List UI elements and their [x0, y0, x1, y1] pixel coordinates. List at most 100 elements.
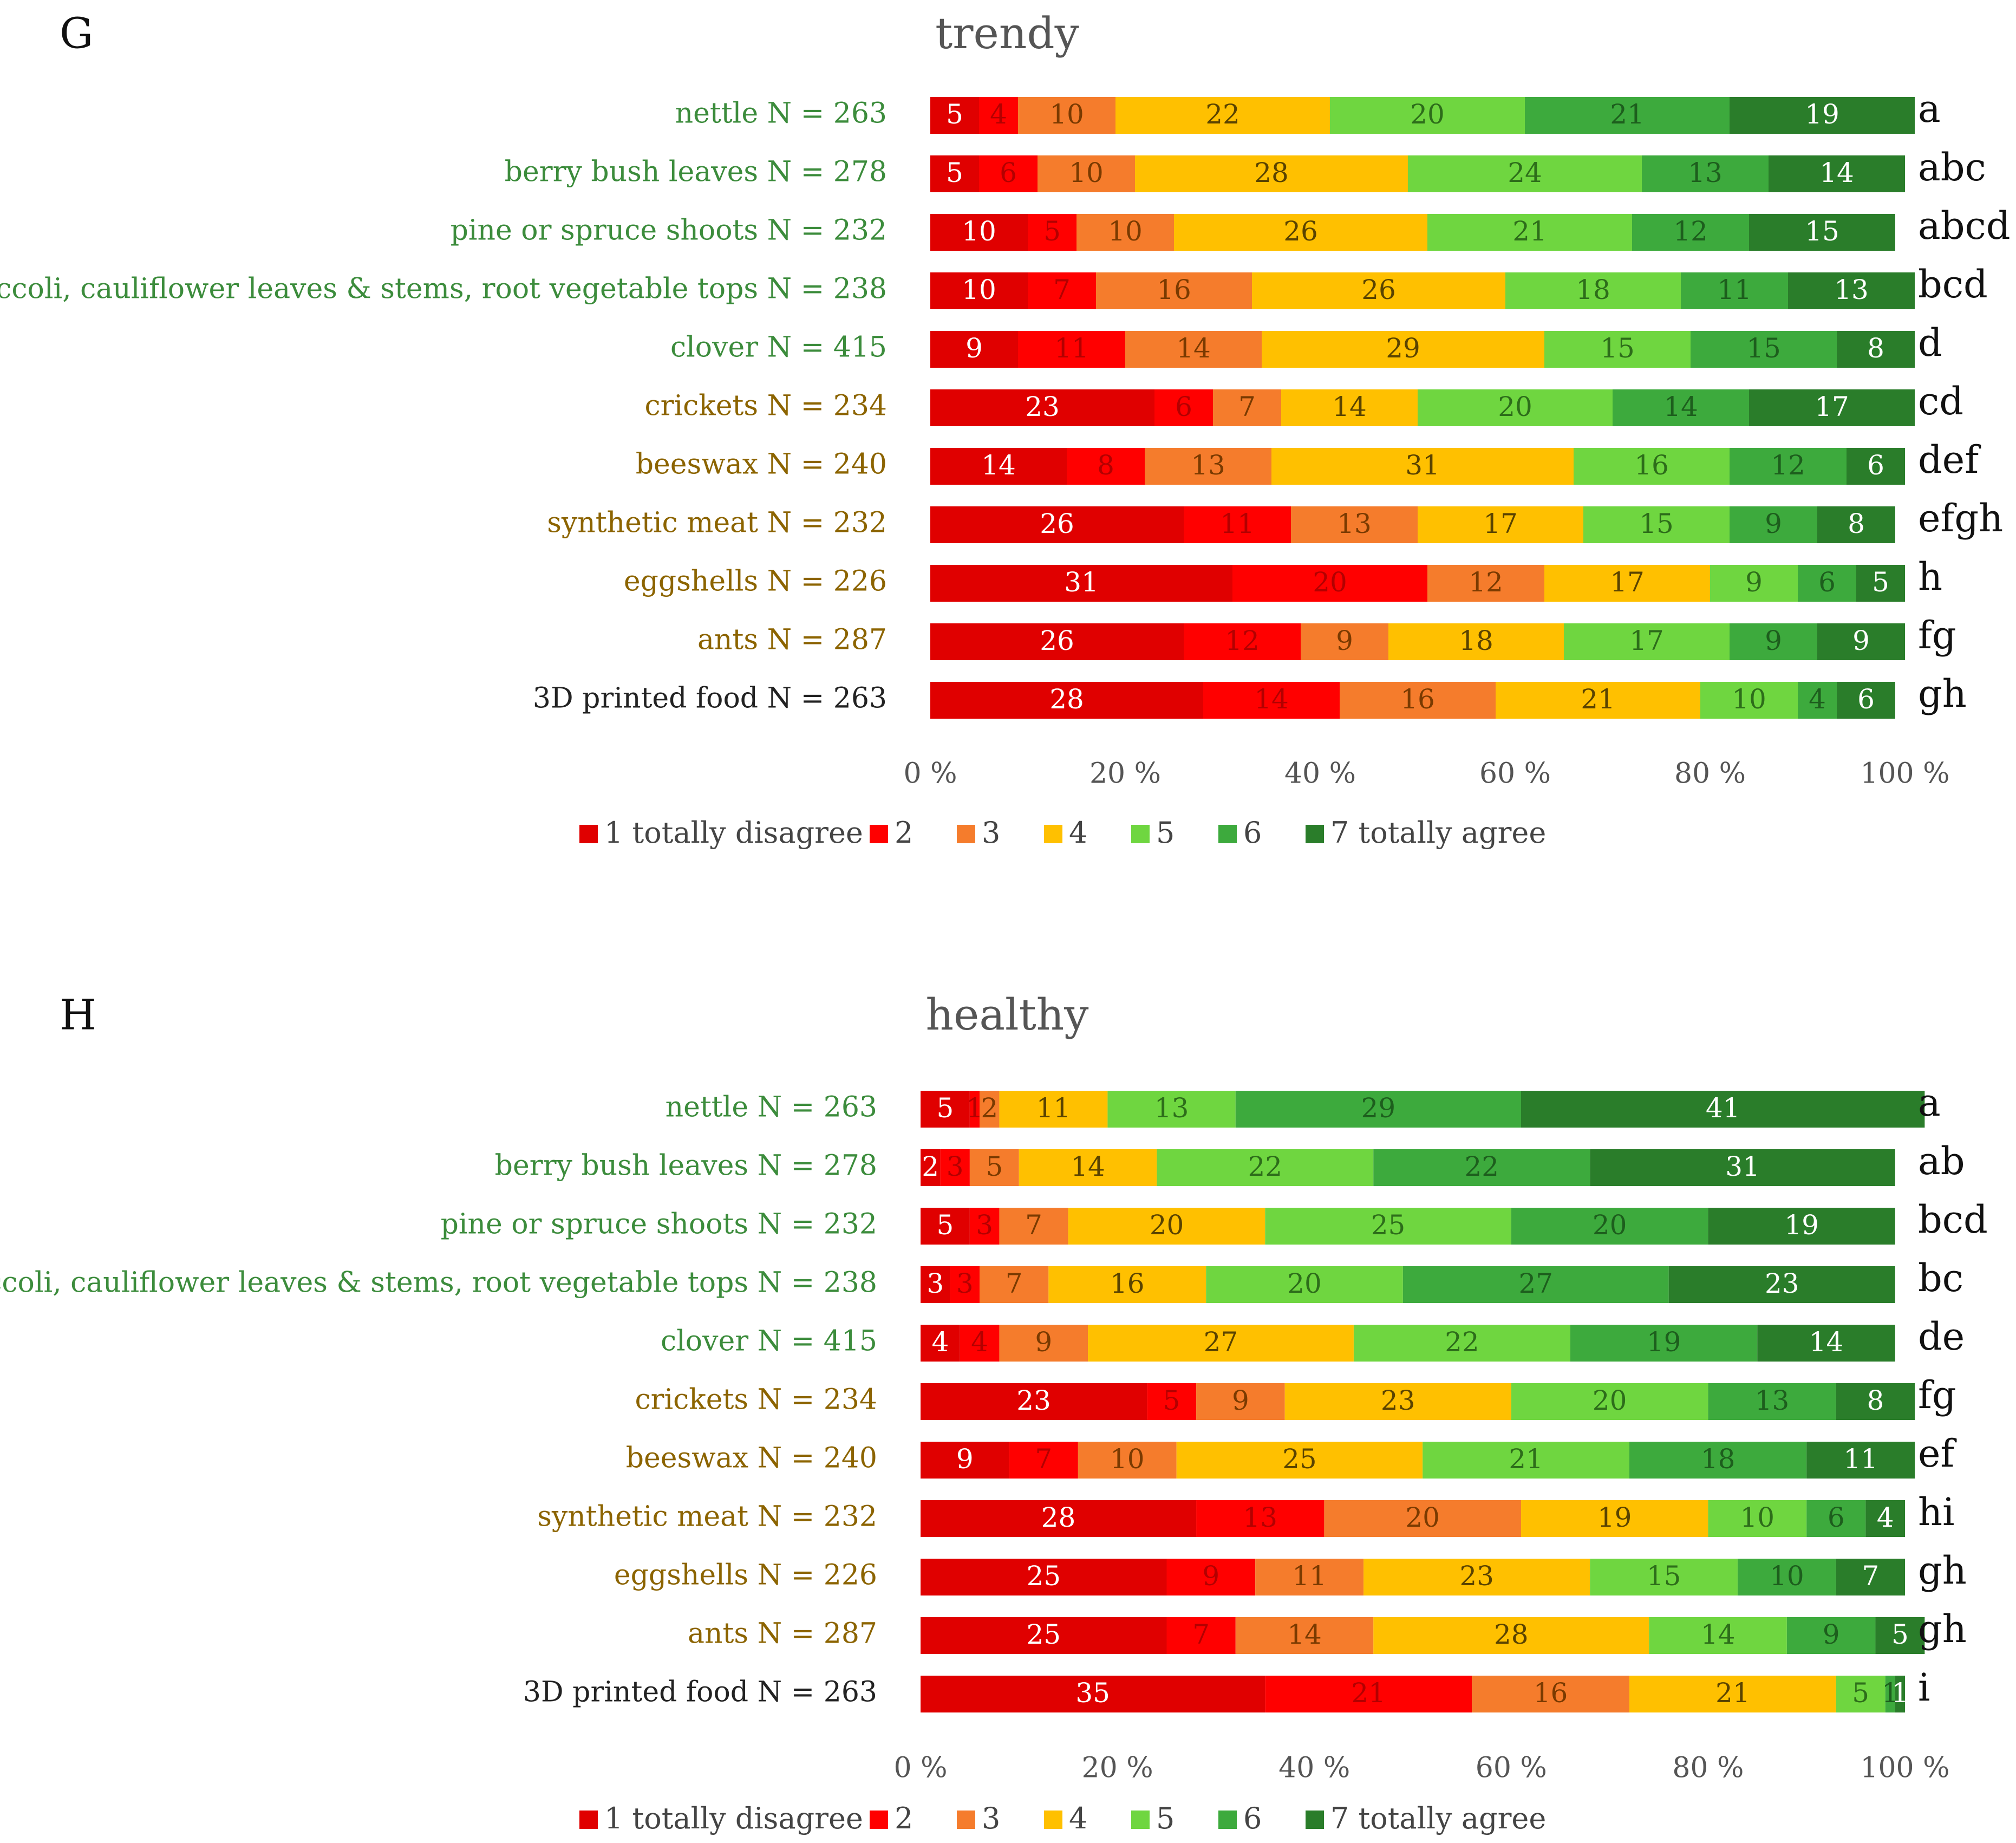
bar-segment	[1798, 565, 1856, 602]
bar-segment	[921, 1617, 1167, 1654]
significance-letters: bc	[1918, 1256, 1963, 1300]
bar-row: 3D printed food N = 263 35 21 16 21 5 11 i	[523, 1665, 1930, 1712]
legend-swatch	[1218, 825, 1237, 843]
bar-segment	[960, 1325, 1000, 1362]
segment-value: 4	[931, 1326, 949, 1358]
segment-value: 41	[1706, 1092, 1740, 1124]
bar-segment	[969, 1149, 1019, 1186]
bar-segment	[1373, 1617, 1649, 1654]
bar-segment	[1837, 331, 1915, 368]
bar-segment	[1145, 448, 1271, 485]
segment-value: 26	[1040, 508, 1074, 539]
segment-value: 10	[1108, 216, 1143, 247]
legend-entry: 2	[895, 1801, 913, 1835]
segment-value: 10	[962, 216, 996, 247]
significance-letters: gh	[1918, 1548, 1967, 1593]
legend-swatch	[579, 1811, 598, 1829]
bar-segment	[1340, 682, 1496, 719]
segment-value: 8	[1848, 508, 1865, 539]
segment-value: 16	[1110, 1268, 1145, 1299]
segment-value: 8	[1867, 1385, 1884, 1416]
bar-segment	[1301, 623, 1388, 660]
chart-title: healthy	[925, 989, 1088, 1040]
x-tick-label: 40 %	[1278, 1752, 1350, 1785]
segment-value: 13	[1688, 157, 1723, 188]
bar-segment	[1847, 448, 1905, 485]
bar-segment	[1154, 389, 1213, 426]
category-label: broccoli, cauliflower leaves & stems, ro…	[0, 273, 887, 305]
x-tick-label: 100 %	[1860, 758, 1949, 790]
bar-segment	[1147, 1383, 1197, 1420]
bar-segment	[1265, 1208, 1511, 1245]
segment-value: 5	[946, 99, 963, 130]
segment-value: 11	[1054, 333, 1089, 364]
segment-value: 11	[1292, 1560, 1327, 1592]
x-tick-label: 20 %	[1082, 1752, 1153, 1785]
bar-segment	[921, 1676, 1265, 1712]
bar-segment	[921, 1559, 1167, 1595]
segment-value: 4	[1877, 1502, 1894, 1533]
legend-entry: 2	[895, 816, 913, 850]
segment-value: 29	[1386, 333, 1420, 364]
bar-segment	[1402, 1266, 1669, 1303]
bar-segment	[1078, 1442, 1177, 1479]
bar-segment	[1353, 1325, 1570, 1362]
bar-segment	[921, 1091, 970, 1128]
bar-row: pine or spruce shoots N = 232 10 5 10 26 21 12…	[451, 204, 2011, 251]
category-label: crickets N = 234	[644, 390, 887, 422]
segment-value: 24	[1508, 157, 1542, 188]
bar-segment	[1749, 214, 1895, 251]
segment-value: 23	[1765, 1268, 1799, 1299]
bar-segment	[1788, 272, 1915, 309]
bar-segment	[930, 155, 979, 192]
segment-value: 15	[1746, 333, 1781, 364]
segment-value: 20	[1287, 1268, 1322, 1299]
bar-segment	[921, 1266, 950, 1303]
segment-value: 22	[1464, 1151, 1499, 1182]
bar-segment	[1028, 214, 1076, 251]
bar-segment	[1836, 1559, 1905, 1595]
bar-segment	[1184, 623, 1301, 660]
significance-letters: abcd	[1918, 204, 2011, 248]
bar-segment	[1472, 1676, 1629, 1712]
category-label: berry bush leaves N = 278	[505, 156, 887, 188]
significance-letters: hi	[1918, 1490, 1954, 1534]
segment-value: 12	[1225, 625, 1260, 656]
segment-value: 16	[1634, 450, 1669, 481]
bar-segment	[930, 623, 1184, 660]
segment-value: 11	[1036, 1092, 1071, 1124]
bar-segment	[1895, 1676, 1905, 1712]
bar-segment	[1865, 1500, 1905, 1537]
segment-value: 21	[1581, 683, 1615, 715]
bar-segment	[1574, 448, 1730, 485]
x-tick-label: 0 %	[893, 1752, 947, 1785]
bar-segment	[1284, 1383, 1511, 1420]
segment-value: 14	[1819, 157, 1854, 188]
segment-value: 9	[1765, 508, 1782, 539]
bar-segment	[1203, 682, 1340, 719]
significance-letters: efgh	[1918, 496, 2003, 540]
bar-segment	[1505, 272, 1681, 309]
bar-segment	[1525, 97, 1730, 134]
bar-segment	[921, 1325, 960, 1362]
segment-value: 21	[1715, 1677, 1750, 1709]
segment-value: 16	[1534, 1677, 1568, 1709]
bar-segment	[1629, 1442, 1807, 1479]
segment-value: 21	[1512, 216, 1547, 247]
bar-segment	[1408, 155, 1642, 192]
segment-value: 3	[976, 1209, 993, 1241]
bar-segment	[1837, 682, 1895, 719]
bar-segment	[1817, 506, 1895, 543]
bar-segment	[1427, 565, 1544, 602]
category-label: ants N = 287	[697, 624, 887, 656]
legend-entry: 5	[1156, 816, 1175, 850]
bar-segment	[1691, 331, 1837, 368]
bar-segment	[1107, 1091, 1236, 1128]
segment-value: 18	[1459, 625, 1493, 656]
bar-segment	[1708, 1383, 1836, 1420]
legend-entry: 6	[1243, 1801, 1262, 1835]
segment-value: 10	[1740, 1502, 1774, 1533]
segment-value: 13	[1755, 1385, 1790, 1416]
segment-value: 14	[981, 450, 1016, 481]
